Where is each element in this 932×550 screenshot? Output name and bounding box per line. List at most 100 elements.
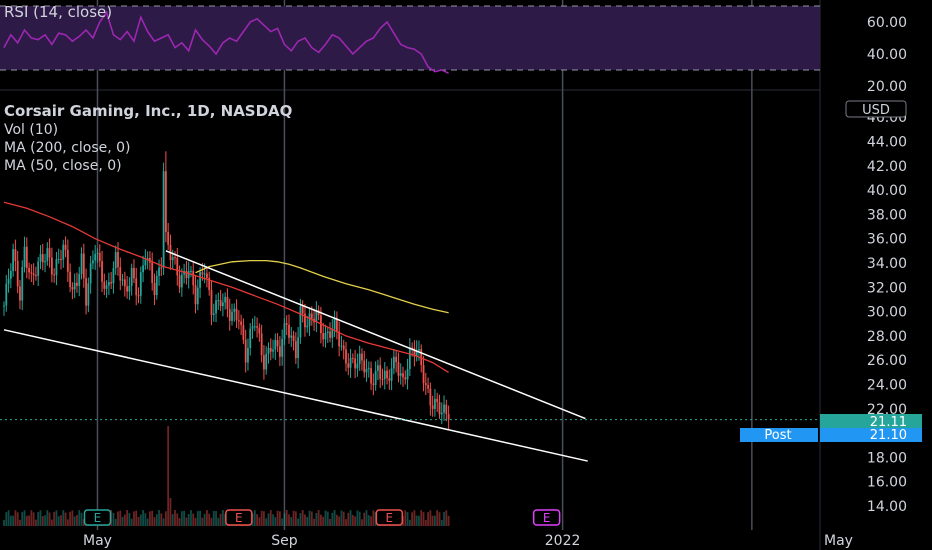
candle-body[interactable] [276, 340, 279, 347]
candle-body[interactable] [367, 368, 370, 370]
candle-body[interactable] [415, 350, 418, 357]
candle-body[interactable] [103, 281, 106, 289]
candle-body[interactable] [7, 278, 10, 284]
candle-body[interactable] [329, 331, 331, 338]
candle-body[interactable] [445, 404, 448, 414]
candle-body[interactable] [440, 412, 443, 415]
candle-body[interactable] [112, 268, 115, 284]
candle-body[interactable] [142, 265, 144, 273]
candle-body[interactable] [137, 295, 140, 297]
candle-body[interactable] [114, 252, 117, 269]
earnings-marker[interactable]: E [375, 509, 404, 526]
candle-body[interactable] [267, 347, 270, 354]
candle-body[interactable] [221, 302, 224, 307]
candle-body[interactable] [44, 261, 46, 263]
candle-body[interactable] [281, 338, 284, 357]
candle-body[interactable] [237, 320, 240, 322]
candle-body[interactable] [219, 300, 222, 307]
candle-body[interactable] [185, 271, 188, 279]
candle-body[interactable] [73, 282, 76, 290]
candle-body[interactable] [235, 308, 238, 321]
candle-body[interactable] [160, 267, 163, 269]
candle-body[interactable] [5, 283, 8, 306]
candle-body[interactable] [121, 279, 124, 281]
candle-body[interactable] [94, 253, 97, 261]
candle-body[interactable] [429, 388, 432, 406]
candle-body[interactable] [411, 347, 414, 349]
candle-body[interactable] [203, 273, 206, 275]
candle-body[interactable] [64, 244, 67, 250]
candle-body[interactable] [308, 313, 311, 326]
candle-body[interactable] [153, 282, 156, 295]
candle-body[interactable] [408, 347, 411, 369]
candle-body[interactable] [155, 275, 158, 295]
currency-badge[interactable] [845, 100, 907, 118]
candle-body[interactable] [212, 313, 215, 315]
candle-body[interactable] [130, 267, 133, 286]
candle-body[interactable] [48, 248, 51, 258]
candle-body[interactable] [349, 357, 352, 368]
candle-body[interactable] [338, 331, 341, 347]
candle-body[interactable] [258, 327, 261, 334]
candle-body[interactable] [443, 404, 445, 413]
candle-body[interactable] [365, 368, 368, 373]
candle-body[interactable] [37, 261, 40, 276]
candle-body[interactable] [80, 253, 83, 274]
candle-body[interactable] [420, 349, 423, 365]
candle-body[interactable] [164, 171, 167, 232]
candle-body[interactable] [434, 398, 436, 409]
candlesticks[interactable] [3, 151, 450, 430]
candle-body[interactable] [107, 282, 110, 286]
candle-body[interactable] [71, 287, 74, 290]
candle-body[interactable] [297, 337, 300, 359]
candle-body[interactable] [260, 333, 263, 356]
earnings-marker[interactable]: E [225, 509, 253, 526]
candle-body[interactable] [358, 353, 361, 364]
candle-body[interactable] [436, 398, 439, 402]
candle-body[interactable] [399, 373, 402, 376]
candle-body[interactable] [23, 246, 26, 268]
candle-body[interactable] [354, 358, 357, 369]
trendline-upper[interactable] [165, 250, 586, 420]
candle-body[interactable] [363, 360, 366, 373]
candle-body[interactable] [41, 254, 44, 263]
candle-body[interactable] [135, 278, 138, 296]
candle-body[interactable] [392, 356, 395, 369]
candle-body[interactable] [183, 271, 186, 275]
candle-body[interactable] [294, 341, 297, 359]
candle-body[interactable] [162, 171, 165, 268]
candle-body[interactable] [199, 272, 201, 288]
candle-body[interactable] [372, 383, 375, 385]
candle-body[interactable] [62, 244, 65, 260]
candle-body[interactable] [438, 401, 441, 415]
candle-body[interactable] [217, 300, 220, 302]
candle-body[interactable] [306, 325, 309, 328]
candle-body[interactable] [210, 290, 213, 315]
trendlines[interactable] [0, 250, 820, 462]
candle-body[interactable] [96, 252, 99, 254]
candle-body[interactable] [356, 363, 359, 369]
candle-body[interactable] [404, 377, 407, 380]
candle-body[interactable] [422, 364, 425, 384]
candle-body[interactable] [377, 365, 379, 371]
candle-body[interactable] [283, 323, 286, 339]
candle-body[interactable] [171, 257, 174, 261]
candle-body[interactable] [180, 274, 183, 288]
candle-body[interactable] [126, 286, 129, 292]
candle-body[interactable] [25, 246, 28, 268]
candle-body[interactable] [128, 285, 131, 292]
candle-body[interactable] [123, 279, 126, 287]
candle-body[interactable] [406, 368, 409, 380]
candle-body[interactable] [347, 363, 350, 368]
candle-body[interactable] [176, 257, 179, 276]
candle-body[interactable] [288, 324, 290, 338]
candle-body[interactable] [322, 333, 325, 340]
candle-body[interactable] [290, 335, 293, 338]
candle-body[interactable] [418, 349, 420, 351]
candle-body[interactable] [60, 258, 62, 260]
candle-body[interactable] [85, 278, 87, 306]
rsi-pane[interactable] [0, 5, 820, 74]
moving-averages[interactable] [3, 201, 449, 373]
candle-body[interactable] [192, 270, 195, 286]
